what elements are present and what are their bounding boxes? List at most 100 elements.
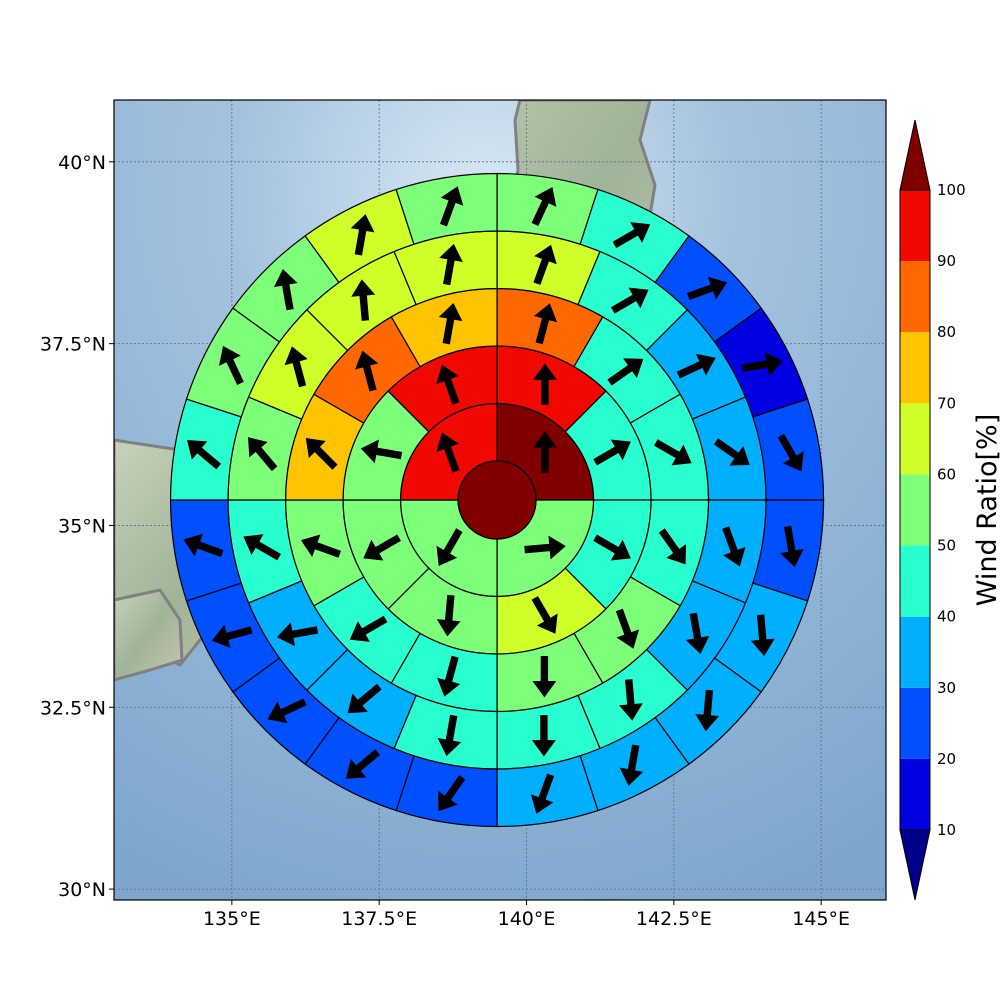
x-axis-ticks: 135°E 137.5°E 140°E 142.5°E 145°E xyxy=(203,900,850,930)
wind-arrow xyxy=(533,431,557,473)
wind-arrows xyxy=(183,186,804,814)
wind-arrow-shape xyxy=(619,744,644,786)
colorbar-tick-label: 80 xyxy=(937,323,956,341)
wind-arrow-shape xyxy=(437,714,462,757)
wind-arrow-shape xyxy=(436,528,463,566)
wind-arrow xyxy=(750,614,775,656)
wind-arrow xyxy=(345,749,380,779)
wind-arrow-shape xyxy=(243,534,282,561)
wind-arrow xyxy=(533,303,558,345)
wind-arrow xyxy=(439,243,463,286)
wind-arrow xyxy=(436,528,463,566)
colorbar-segment xyxy=(900,261,930,333)
wind-arrow-shape xyxy=(777,433,804,472)
wind-arrow-shape xyxy=(350,214,375,256)
wind-arrow-shape xyxy=(345,749,380,779)
colorbar-under-arrow xyxy=(899,829,931,901)
wind-arrow-shape xyxy=(695,689,720,732)
wind-arrow xyxy=(532,656,557,698)
plot-frame xyxy=(113,99,887,901)
wind-arrow-shape xyxy=(532,656,557,698)
wind-arrow xyxy=(713,438,750,466)
wind-arrow xyxy=(437,655,461,697)
wind-arrow-shape xyxy=(300,534,342,558)
wind-arrow xyxy=(610,287,649,314)
wind-arrow xyxy=(211,624,253,648)
y-tick-label: 30°N xyxy=(58,879,106,901)
colorbar-tick-label: 100 xyxy=(937,181,966,199)
wind-arrow-shape xyxy=(438,302,463,345)
wind-arrow xyxy=(612,222,651,249)
wind-arrow xyxy=(524,535,566,560)
colorbar-frame xyxy=(899,189,931,831)
wind-arrow-shape xyxy=(533,303,558,345)
colorbar-over-arrow xyxy=(899,119,931,191)
wind-arrow-shape xyxy=(750,614,775,656)
colorbar-tick-label: 30 xyxy=(937,679,956,697)
wind-arrow xyxy=(658,528,687,565)
wind-arrow xyxy=(593,439,631,466)
wind-arrow-shape xyxy=(211,624,253,648)
wind-arrow-shape xyxy=(593,534,631,561)
wind-arrow xyxy=(248,437,278,472)
wind-arrow-shape xyxy=(530,773,555,814)
wind-arrow-shape xyxy=(607,358,644,386)
wind-arrow xyxy=(653,439,692,466)
wind-arrow-shape xyxy=(276,622,319,647)
wind-arrow xyxy=(351,279,376,321)
wind-arrow xyxy=(347,683,382,714)
x-tick-label: 137.5°E xyxy=(341,908,417,930)
colorbar-tick-label: 60 xyxy=(937,465,956,483)
wind-arrow-shape xyxy=(439,243,463,286)
wind-arrow-shape xyxy=(618,679,643,721)
wind-arrow xyxy=(685,612,710,655)
wind-arrow xyxy=(695,689,720,732)
wind-arrow-shape xyxy=(658,528,687,565)
wind-arrow xyxy=(676,353,716,379)
wind-arrow-shape xyxy=(437,655,461,697)
wind-arrow-shape xyxy=(360,439,403,464)
wind-arrow xyxy=(438,775,466,812)
y-tick-label: 40°N xyxy=(58,152,106,174)
wind-arrow xyxy=(360,439,403,464)
wind-arrow-shape xyxy=(741,352,783,376)
wind-arrow-shape xyxy=(440,186,464,227)
wind-arrow xyxy=(615,608,640,649)
wind-arrow xyxy=(530,773,555,814)
colorbar-segment xyxy=(900,758,930,830)
wind-arrow-shape xyxy=(533,363,557,405)
wind-arrow xyxy=(741,352,783,376)
colorbar-tick-label: 50 xyxy=(937,537,956,555)
wind-arrow xyxy=(219,345,244,385)
wind-arrow-shape xyxy=(685,612,710,655)
land-shikoku xyxy=(114,588,184,682)
wind-arrow-shape xyxy=(219,345,244,385)
x-tick-label: 142.5°E xyxy=(636,908,712,930)
colorbar-label: Wind Ratio[%] xyxy=(972,414,1000,606)
wind-arrow-shape xyxy=(531,187,557,227)
colorbar-tick-label: 20 xyxy=(937,750,956,768)
wind-arrow xyxy=(183,533,224,558)
wind-arrow-shape xyxy=(612,222,651,249)
wind-arrow xyxy=(273,268,298,311)
wind-arrow xyxy=(687,276,728,300)
wind-arrow xyxy=(533,244,557,285)
y-tick-label: 32.5°N xyxy=(40,697,106,719)
x-tick-label: 140°E xyxy=(498,908,556,930)
wind-arrow-shape xyxy=(183,533,224,558)
wind-arrow-shape xyxy=(687,276,728,300)
wind-arrow-shape xyxy=(351,279,376,321)
y-tick-label: 35°N xyxy=(58,515,106,537)
wind-arrow xyxy=(267,698,307,724)
wind-arrow xyxy=(531,596,558,634)
wind-arrow xyxy=(533,363,557,405)
wind-arrow-shape xyxy=(349,615,388,642)
wind-ratio-sectors xyxy=(169,172,825,828)
wind-arrow xyxy=(355,350,379,392)
wind-arrow-shape xyxy=(305,437,338,470)
colorbar-tick-label: 10 xyxy=(937,821,956,839)
wind-arrow-shape xyxy=(436,432,460,473)
colorbar-segment xyxy=(900,687,930,759)
wind-arrow-shape xyxy=(347,683,382,714)
